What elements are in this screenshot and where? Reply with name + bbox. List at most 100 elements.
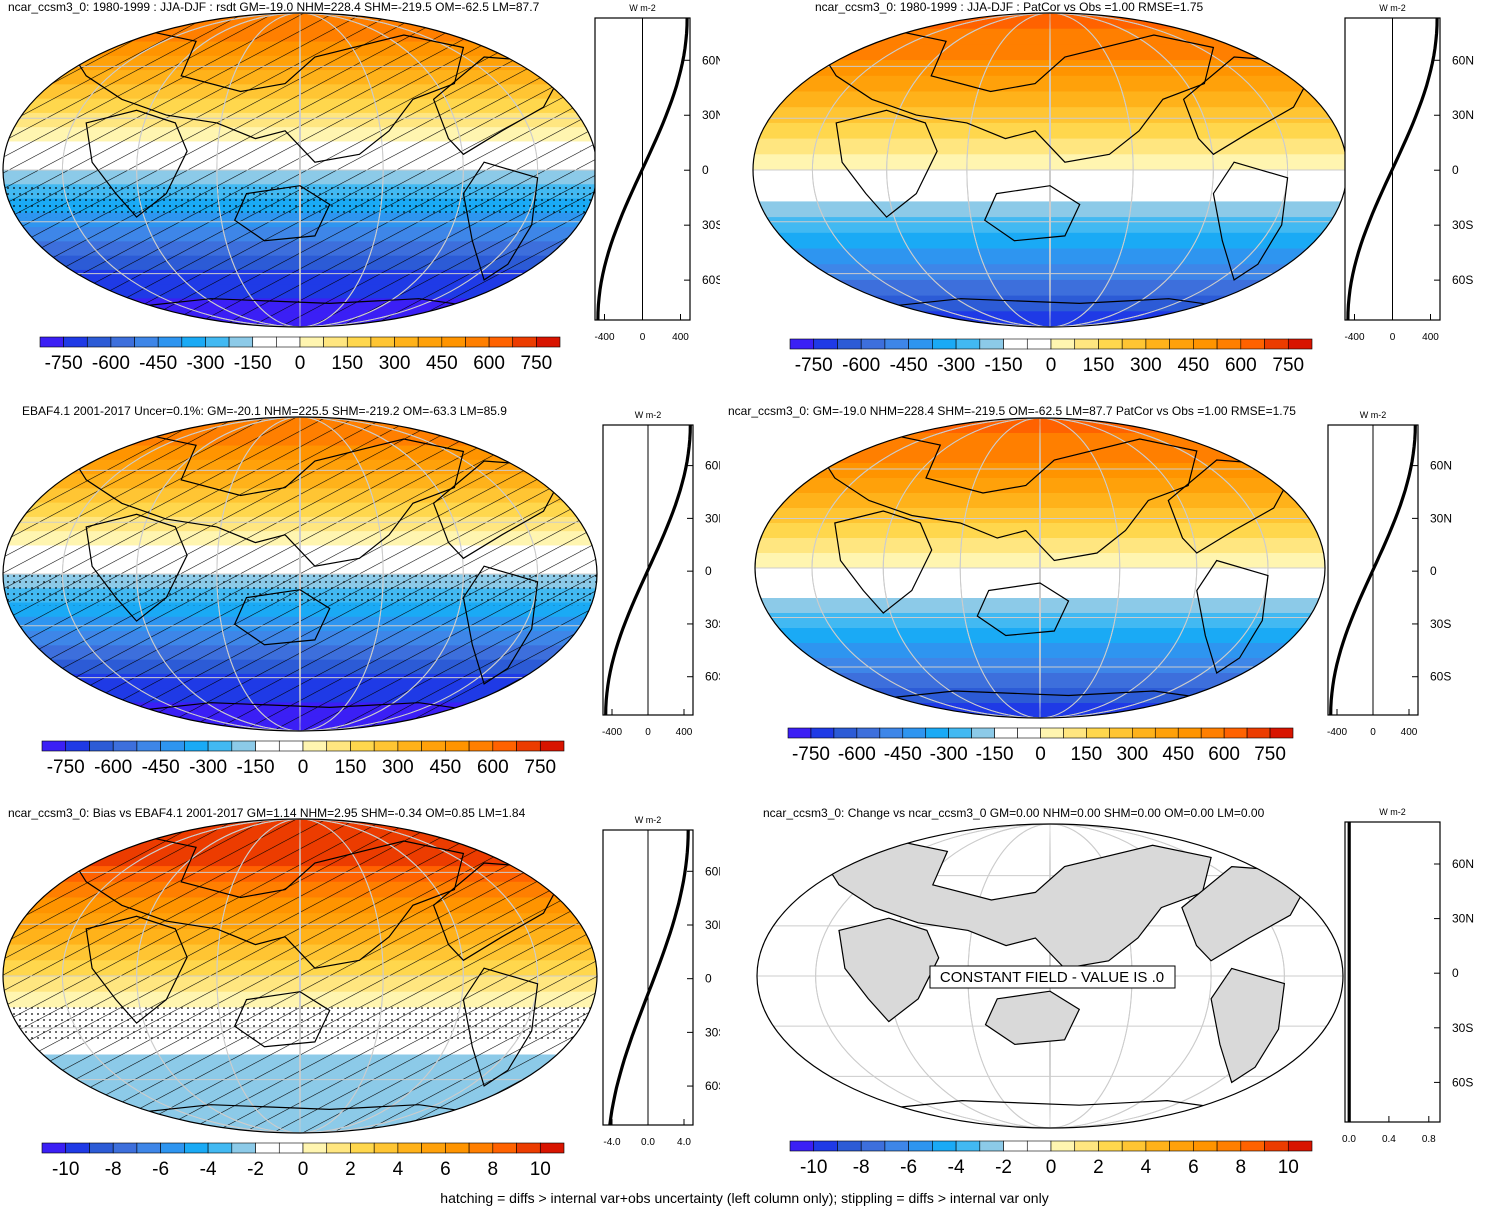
colorbar-swatch bbox=[860, 1140, 886, 1152]
colorbar-swatch bbox=[252, 336, 277, 348]
colorbar-swatch bbox=[278, 1142, 304, 1154]
graticule-meridian bbox=[1049, 13, 1051, 327]
graticule-meridian bbox=[811, 13, 1289, 327]
colorbar-tick-label: -150 bbox=[976, 744, 1014, 765]
colorbar-tick-label: -450 bbox=[142, 757, 180, 778]
profile-curve bbox=[596, 17, 689, 321]
panel-title: ncar_ccsm3_0: Bias vs EBAF4.1 2001-2017 … bbox=[8, 806, 526, 820]
profile-units: W m-2 bbox=[1379, 3, 1406, 13]
colorbar-swatch bbox=[1216, 1140, 1242, 1152]
colorbar-swatch bbox=[1145, 1140, 1170, 1152]
colorbar-tick-label: -300 bbox=[937, 355, 975, 376]
colorbar-swatch bbox=[492, 740, 517, 752]
colorbar-swatch bbox=[445, 740, 470, 752]
profile-x-tick-label: 0 bbox=[645, 727, 651, 738]
profile-lat-label: 60S bbox=[1430, 670, 1451, 684]
graticule-meridian bbox=[136, 819, 464, 1133]
colorbar-tick-label: -6 bbox=[152, 1159, 169, 1180]
graticule-meridian bbox=[811, 418, 1269, 718]
colorbar-tick-label: 300 bbox=[1116, 744, 1148, 765]
coastline bbox=[820, 838, 1212, 970]
profile-lat-label: 60N bbox=[1430, 459, 1452, 473]
colorbar-swatch bbox=[89, 740, 114, 752]
colorbar-tick-label: 300 bbox=[379, 353, 411, 374]
profile-x-tick-label: 400 bbox=[1422, 332, 1439, 343]
colorbar-swatch bbox=[323, 336, 348, 348]
colorbar-swatch bbox=[231, 740, 256, 752]
colorbar-swatch bbox=[787, 727, 812, 739]
colorbar-swatch bbox=[971, 727, 995, 739]
profile-x-tick-label: 400 bbox=[676, 727, 693, 738]
coastline bbox=[984, 990, 1081, 1046]
profile-x-tick-label: 0 bbox=[1390, 332, 1396, 343]
graticule-meridian bbox=[61, 13, 539, 327]
zonal-mean-profile: -400 0 400 60N 30N 0 30S 60S W m-2 bbox=[594, 3, 720, 343]
colorbar: -750 -600 -450 -300 -150 0 150 300 450 600 750 bbox=[789, 338, 1313, 376]
colorbar-swatch bbox=[932, 338, 957, 350]
coastline bbox=[462, 565, 539, 685]
graticule-meridian bbox=[61, 417, 539, 731]
coastline bbox=[233, 991, 331, 1048]
colorbar-swatch bbox=[397, 740, 422, 752]
colorbar-swatch bbox=[1193, 1140, 1218, 1152]
colorbar: -10 -8 -6 -4 -2 0 2 4 6 8 10 bbox=[41, 1142, 565, 1180]
coastline bbox=[92, 1104, 508, 1118]
colorbar-tick-label: -600 bbox=[838, 744, 876, 765]
coastline bbox=[233, 589, 331, 646]
profile-lat-label: 0 bbox=[1452, 966, 1459, 980]
map-field bbox=[3, 13, 597, 327]
colorbar-swatch bbox=[948, 727, 972, 739]
map-border bbox=[2, 416, 598, 732]
colorbar-swatch bbox=[908, 338, 933, 350]
coastline bbox=[844, 1099, 1256, 1114]
colorbar-swatch bbox=[39, 336, 64, 348]
coastline bbox=[817, 28, 1215, 163]
map-plot: CONSTANT FIELD - VALUE IS .0 -10 -8 -6 -4 -2 0… bbox=[756, 807, 1474, 1178]
colorbar-tick-label: 0 bbox=[1046, 355, 1057, 376]
profile-lat-label: 30S bbox=[1430, 617, 1451, 631]
profile-lat-label: 60S bbox=[1452, 1075, 1473, 1089]
colorbar-swatch bbox=[837, 338, 862, 350]
colorbar-swatch bbox=[1287, 1140, 1313, 1152]
profile-curve bbox=[1329, 424, 1417, 716]
profile-lat-label: 0 bbox=[705, 564, 712, 578]
colorbar-swatch bbox=[112, 740, 138, 752]
colorbar-swatch bbox=[1246, 727, 1271, 739]
colorbar-swatch bbox=[207, 740, 233, 752]
colorbar-swatch bbox=[445, 1142, 470, 1154]
colorbar-swatch bbox=[41, 1142, 67, 1154]
colorbar-swatch bbox=[516, 1142, 541, 1154]
map-border bbox=[756, 823, 1344, 1129]
coastline bbox=[67, 432, 465, 567]
colorbar-swatch bbox=[350, 740, 375, 752]
colorbar-swatch bbox=[1063, 727, 1087, 739]
colorbar-swatch bbox=[994, 727, 1018, 739]
panel-1: ncar_ccsm3_0: 1980-1999 : JJA-DJF : rsdt… bbox=[0, 0, 720, 395]
map-plot: -750 -600 -450 -300 -150 0 150 300 450 600 750 -400… bbox=[752, 3, 1474, 376]
colorbar-tick-label: -300 bbox=[930, 744, 968, 765]
colorbar-swatch bbox=[468, 740, 494, 752]
profile-lat-label: 30N bbox=[1452, 108, 1474, 122]
zonal-mean-profile: -4.0 0.0 4.0 60N 30N 0 30S 60S W m-2 bbox=[602, 815, 720, 1148]
colorbar-swatch bbox=[41, 740, 67, 752]
graticule-meridian bbox=[216, 13, 384, 327]
coastline bbox=[462, 161, 539, 281]
colorbar-tick-label: 0 bbox=[1035, 744, 1046, 765]
coastline bbox=[67, 28, 465, 163]
colorbar-swatch bbox=[421, 740, 446, 752]
colorbar-swatch bbox=[1264, 1140, 1289, 1152]
colorbar-swatch bbox=[465, 336, 490, 348]
profile-lat-label: 0 bbox=[1430, 564, 1437, 578]
profile-x-tick-label: 0.8 bbox=[1422, 1134, 1436, 1145]
colorbar-swatch bbox=[1121, 338, 1147, 350]
colorbar-swatch bbox=[373, 1142, 399, 1154]
map-plot: -750 -600 -450 -300 -150 0 150 300 450 600 750 -400… bbox=[2, 410, 720, 778]
colorbar-swatch bbox=[1169, 1140, 1194, 1152]
graticule-meridian bbox=[815, 824, 1285, 1128]
colorbar-swatch bbox=[1145, 338, 1170, 350]
colorbar-tick-label: 0 bbox=[298, 757, 309, 778]
colorbar-tick-label: 600 bbox=[1208, 744, 1240, 765]
colorbar-swatch bbox=[160, 1142, 185, 1154]
colorbar-tick-label: 8 bbox=[1236, 1157, 1247, 1178]
profile-units: W m-2 bbox=[635, 815, 662, 825]
